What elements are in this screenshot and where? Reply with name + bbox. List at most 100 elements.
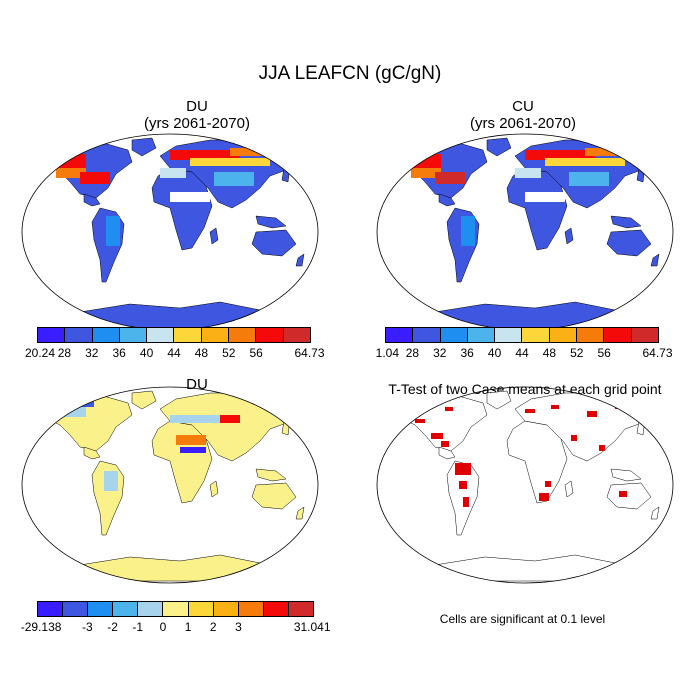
colorbar-cu-swatch [495, 328, 523, 342]
colorbar-cu-tick-label: 44 [515, 346, 529, 360]
figure-title: JJA LEAFCN (gC/gN) [258, 63, 442, 84]
map-du-red-band-eurasia [170, 150, 240, 160]
colorbar-diff-swatch [38, 602, 64, 616]
map-cu-light-europe [515, 168, 541, 178]
colorbar-du-labels: 20.24 28 32 36 40 44 48 52 56 64.73 [25, 346, 325, 362]
colorbar-du-tick-label: 52 [222, 346, 236, 360]
panel-cu-title: CU (yrs 2061-2070) [373, 98, 673, 132]
colorbar-diff-swatch [263, 602, 289, 616]
map-cu-orange-band-na [411, 168, 441, 178]
colorbar-du-swatch [147, 328, 175, 342]
colorbar-du-swatch [256, 328, 284, 342]
colorbar-cu-swatch [386, 328, 414, 342]
sig-cell [545, 481, 551, 487]
map-du-red-band-na-east [80, 172, 110, 184]
colorbar-du-tick-label: 56 [249, 346, 263, 360]
map-diff-lightblue-eurasia [170, 415, 230, 423]
colorbar-cu-swatch [604, 328, 632, 342]
map-diff-red-asia [220, 415, 240, 423]
panel-cu-title-line1: CU [512, 98, 534, 115]
colorbar-diff-tick-label: 0 [159, 620, 167, 634]
colorbar-du-tick-label: 48 [194, 346, 209, 360]
map-du-desert-white [170, 192, 210, 202]
colorbar-cu-tick-label: 36 [460, 346, 474, 360]
colorbar-du-tick-label: 36 [112, 346, 126, 360]
map-cu [376, 133, 674, 331]
map-du-orange-band-eurasia [230, 148, 290, 156]
colorbar-du-swatch [283, 328, 310, 342]
colorbar-cu-tick-label: 40 [487, 346, 502, 360]
panel-diff-title-line1: DU [186, 376, 208, 393]
colorbar-cu-swatch [522, 328, 550, 342]
sig-cell [445, 407, 453, 411]
sig-cell [599, 445, 605, 451]
colorbar-diff-tick-label: 31.041 [293, 620, 331, 634]
colorbar-du [37, 327, 311, 343]
map-du-yellow-band-eurasia [190, 158, 270, 166]
colorbar-diff-tick-label: -3 [82, 620, 93, 634]
colorbar-du-tick-label: 40 [139, 346, 154, 360]
sig-cell [539, 493, 549, 501]
colorbar-diff-swatch [113, 602, 139, 616]
colorbar-diff-swatch [213, 602, 239, 616]
colorbar-du-tick-label: 44 [167, 346, 181, 360]
sig-cell [525, 409, 535, 413]
colorbar-cu-tick-label: 48 [542, 346, 557, 360]
colorbar-diff-swatch [63, 602, 89, 616]
colorbar-du-swatch [38, 328, 66, 342]
colorbar-cu-tick-label: 1.04 [375, 346, 400, 360]
colorbar-diff-swatch [238, 602, 264, 616]
colorbar-diff-tick-label: -1 [132, 620, 144, 634]
colorbar-cu-swatch [440, 328, 468, 342]
colorbar-diff-swatch [288, 602, 314, 616]
sig-cell [463, 497, 469, 507]
colorbar-diff [37, 601, 314, 617]
sig-cell [415, 419, 425, 423]
map-cu-red-band-na [401, 154, 441, 168]
sig-cell [409, 411, 415, 415]
colorbar-cu-swatch [631, 328, 658, 342]
colorbar-du-swatch [92, 328, 120, 342]
colorbar-diff-tick-label: -29.138 [20, 620, 62, 634]
significance-note: Cells are significant at 0.1 level [439, 612, 606, 626]
panel-du-title: DU (yrs 2061-2070) [47, 98, 347, 132]
map-cu-cyan-sa [461, 216, 475, 246]
map-ttest-border [376, 386, 674, 584]
map-cu-red-band-eurasia [525, 150, 595, 160]
map-diff [21, 386, 319, 584]
colorbar-diff-tick-label: 2 [209, 620, 217, 634]
colorbar-du-swatch [119, 328, 148, 342]
map-ttest-land [396, 390, 660, 582]
colorbar-cu-tick-label: 28 [405, 346, 420, 360]
colorbar-diff-swatch [188, 602, 214, 616]
panel-cu-title-line2: (yrs 2061-2070) [470, 115, 576, 132]
colorbar-cu-swatch [577, 328, 605, 342]
map-cu-orange-band-eurasia [585, 148, 645, 156]
sig-cell [441, 441, 449, 447]
map-diff-border [21, 386, 319, 584]
colorbar-diff-tick-label: 1 [184, 620, 192, 634]
colorbar-du-tick-label: 32 [85, 346, 99, 360]
panel-du-title-line2: (yrs 2061-2070) [144, 115, 250, 132]
colorbar-cu-tick-label: 32 [433, 346, 447, 360]
map-du [21, 133, 319, 331]
map-cu-red-band-na-east [435, 172, 465, 184]
colorbar-du-tick-label: 20.24 [24, 346, 56, 360]
map-cu-yellow-band-eurasia [545, 158, 625, 166]
panel-du-title-line1: DU [186, 98, 208, 115]
colorbar-cu-labels: 1.04 28 32 36 40 44 48 52 56 64.73 [376, 346, 673, 362]
map-du-cyan-asia [214, 172, 254, 186]
colorbar-diff-swatch [88, 602, 114, 616]
colorbar-du-swatch [229, 328, 257, 342]
panel-ttest-title-line1: T-Test of two Case means at each grid po… [388, 381, 662, 397]
map-du-red-band-na [46, 154, 86, 168]
colorbar-cu [385, 327, 659, 343]
map-cu-desert-white [525, 192, 565, 202]
colorbar-cu-tick-label: 64.73 [642, 346, 673, 360]
sig-cell [587, 411, 597, 417]
sig-cell [571, 435, 577, 441]
colorbar-du-tick-label: 64.73 [294, 346, 325, 360]
colorbar-diff-tick-label: -2 [107, 620, 118, 634]
colorbar-du-swatch [201, 328, 230, 342]
colorbar-diff-tick-label: 3 [235, 620, 242, 634]
